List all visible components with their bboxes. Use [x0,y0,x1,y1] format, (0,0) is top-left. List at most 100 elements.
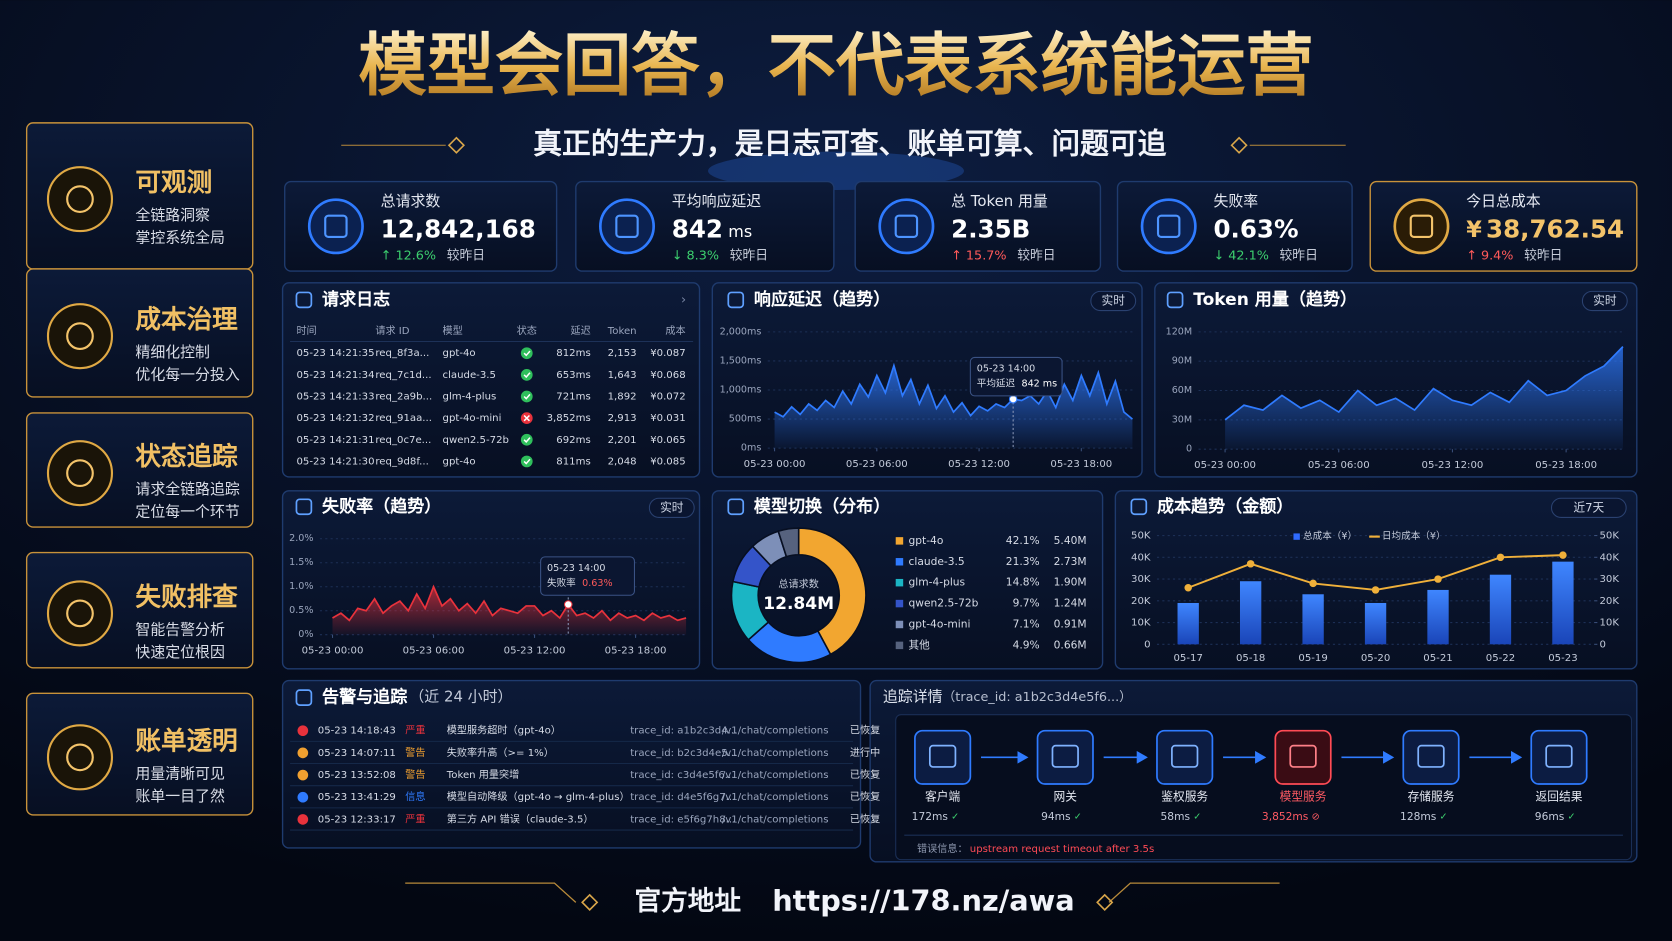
y-tick-label: 1.0% [289,581,313,592]
column-header: 状态 [517,324,537,337]
kpi-icon [1156,214,1181,239]
node-glyph [1417,744,1445,768]
status-icon [520,368,533,381]
legend-percent: 21.3% [1006,555,1040,568]
kpi-label: 总 Token 用量 [951,192,1048,210]
feature-icon [46,724,114,791]
column-header: 模型 [443,324,463,337]
bar [1239,581,1262,645]
x-tick-label: 05-23 18:00 [1535,460,1597,471]
bar [1427,589,1449,645]
cell: 2,913 [608,413,637,424]
node-time: 94ms [1041,810,1071,823]
panel-title: 告警与追踪 [322,687,407,708]
glow [708,151,964,191]
cell: 2,201 [608,435,637,446]
cell: 失败率升高（>= 1%） [447,746,554,759]
status-icon [523,393,531,400]
feature-text: 智能告警分析 [135,620,225,638]
legend-count: 2.73M [1054,555,1087,568]
status-glyph: ✓ [1568,812,1576,823]
kpi-label: 失败率 [1213,192,1258,210]
panel-icon [727,291,745,309]
feature-title: 成本治理 [135,305,238,335]
feature-title: 状态追踪 [135,441,238,472]
column-header: 时间 [296,324,316,337]
cell: req_8f3a... [375,348,429,359]
point [1309,579,1317,588]
bar [1302,594,1324,645]
column-header: 成本 [665,324,685,337]
y-tick-label: 10K [1131,618,1151,629]
point [1496,553,1505,562]
footer-label: 官方地址 [634,886,741,917]
panel-title: 追踪详情 [883,688,943,706]
cell: 1,643 [608,370,637,381]
y-tick-label: 90M [1172,356,1192,367]
legend-swatch [1293,533,1300,540]
panel-icon [1166,291,1184,309]
y-tick-label: 30M [1172,414,1192,425]
ornament [405,882,1280,903]
cell: 严重 [405,724,425,737]
legend-percent: 7.1% [1013,617,1040,630]
panel-title: 模型切换（分布） [754,496,890,517]
cell: Token 用量突增 [446,768,520,781]
kpi-unit: ms [728,222,752,241]
feature-icon [66,322,94,351]
x-tick-label: 05-23 12:00 [1422,460,1484,471]
cell: 1,892 [608,391,637,402]
legend-label: qwen2.5-72b [909,597,979,610]
cell: ¥0.065 [650,435,685,446]
kpi-label: 今日总成本 [1466,192,1541,210]
node-label: 鉴权服务 [1161,789,1208,803]
kpi-value: 0.63% [1213,215,1298,244]
badge-text: 实时 [1102,293,1126,307]
legend-swatch [895,620,904,629]
status-icon [520,455,533,468]
y-tick-label: 20K [1131,596,1151,607]
cell: ¥0.031 [650,413,685,424]
y-tick-label: 0.5% [289,605,313,616]
x-tick-label: 05-18 [1236,653,1265,664]
cell: trace_id: c3d4e5f6... [630,770,734,781]
cell: /v1/chat/completions [722,748,829,759]
legend-percent: 42.1% [1006,534,1040,547]
legend-count: 0.66M [1054,638,1087,651]
kpi-compare: 较昨日 [1280,249,1318,264]
y-tick-label: 2.0% [289,533,313,544]
legend-label: glm-4-plus [909,576,966,589]
column-header: Token [607,326,637,337]
tooltip-value: 842 ms [1021,379,1057,390]
node-label: 返回结果 [1536,789,1583,803]
tooltip-label: 失败率 [547,577,576,589]
cell: 05-23 14:07:11 [318,748,396,759]
panel-icon [727,498,745,516]
feature-icon [46,440,114,507]
cell: /v1/chat/completions [722,726,829,737]
y-tick-label: 1.5% [289,557,313,568]
chevron: › [681,292,686,307]
status-icon [520,347,533,360]
legend-swatch [895,578,904,587]
panel-title: 请求日志 [322,289,390,310]
cell: 严重 [405,812,425,825]
status-icon [520,433,533,446]
cell: req_9d8f... [375,456,428,467]
cell: 已恢复 [850,724,880,737]
ornament [1230,136,1248,154]
panel-subtitle: （近 24 小时） [409,688,512,706]
node-box [1530,729,1588,785]
status-icon [523,350,531,357]
kpi-icon [1140,198,1197,255]
ornament [581,893,599,911]
badge-text: 实时 [1593,293,1617,307]
panel-title: 响应延迟（趋势） [754,289,890,310]
tooltip-time: 05-23 14:00 [547,563,605,574]
cell: 已恢复 [850,812,880,825]
legend-label: 其他 [909,638,931,651]
column-header: 请求 ID [375,324,409,337]
donut-label: 总请求数 [778,578,818,591]
